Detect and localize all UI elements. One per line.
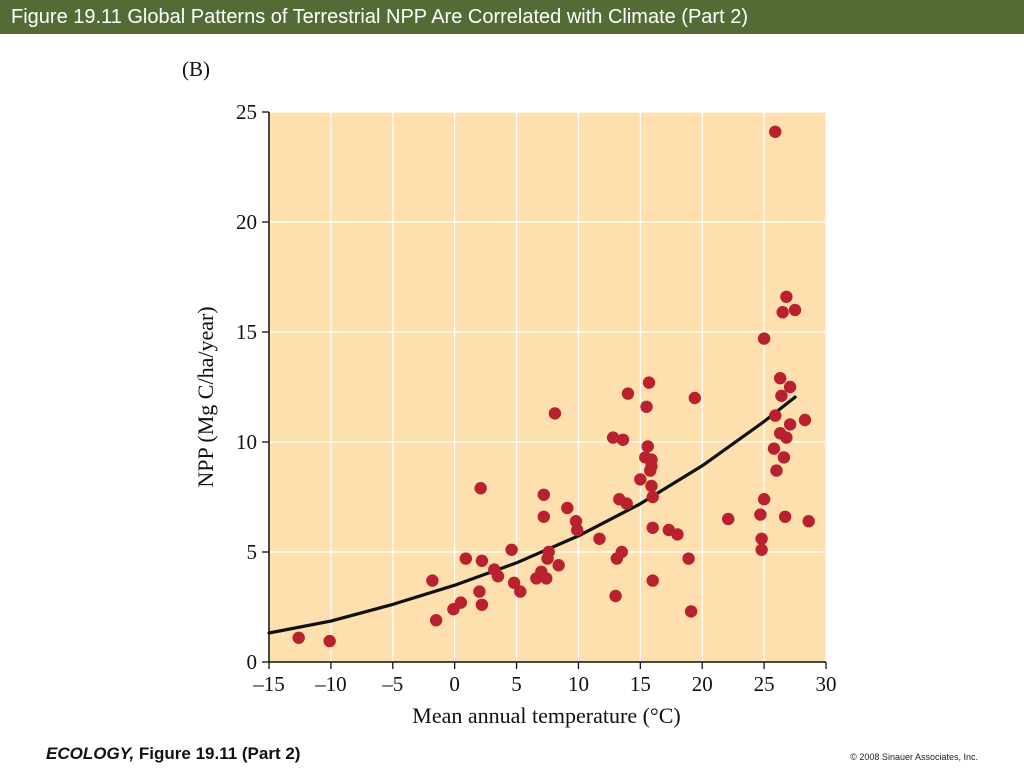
data-point	[646, 574, 659, 587]
x-tick-label: 0	[449, 672, 460, 696]
x-tick-label: 30	[816, 672, 837, 696]
data-point	[552, 559, 565, 572]
x-tick-label: 5	[511, 672, 522, 696]
data-point	[454, 596, 468, 609]
data-point	[722, 512, 735, 526]
data-point	[798, 413, 812, 427]
data-point	[767, 442, 781, 455]
page-title: Figure 19.11 Global Patterns of Terrestr…	[11, 6, 748, 28]
data-point	[646, 490, 659, 504]
x-axis-label: Mean annual temperature (°C)	[412, 703, 680, 728]
data-point	[593, 532, 606, 545]
data-point	[634, 473, 647, 486]
data-point	[505, 543, 518, 556]
data-point	[645, 479, 658, 493]
title-bar	[0, 0, 1024, 34]
data-point	[615, 545, 628, 559]
footer-copyright: © 2008 Sinauer Associates, Inc.	[850, 752, 978, 762]
data-point	[537, 510, 550, 523]
data-point	[640, 400, 653, 413]
data-point	[616, 433, 630, 446]
data-point	[621, 387, 635, 400]
footer-book: ECOLOGY,	[46, 744, 135, 763]
data-point	[646, 521, 659, 534]
data-point	[777, 451, 791, 464]
x-tick-label: 25	[754, 672, 775, 696]
data-point	[645, 460, 658, 473]
data-point	[757, 332, 771, 345]
data-point	[474, 482, 487, 495]
data-point	[802, 515, 815, 528]
x-tick-label: 10	[568, 672, 589, 696]
data-point	[754, 508, 767, 521]
data-point	[780, 290, 793, 303]
data-point	[537, 488, 550, 501]
data-point	[514, 585, 527, 598]
data-point	[426, 574, 439, 587]
data-point	[540, 572, 553, 585]
data-point	[688, 391, 701, 405]
data-point	[774, 372, 787, 385]
data-point	[491, 570, 505, 583]
data-point	[641, 440, 654, 453]
data-point	[292, 631, 305, 644]
data-point	[788, 303, 802, 317]
data-point	[783, 418, 797, 431]
data-point	[770, 464, 783, 477]
data-point	[642, 376, 656, 389]
y-tick-label: 15	[236, 320, 257, 344]
y-tick-label: 0	[247, 650, 258, 674]
x-tick-label: 15	[630, 672, 651, 696]
panel-label: (B)	[182, 57, 210, 81]
data-point	[769, 409, 782, 422]
x-tick-label: –15	[252, 672, 285, 696]
plot-area	[269, 112, 826, 662]
data-point	[473, 585, 486, 598]
data-point	[783, 380, 797, 394]
data-point	[620, 497, 633, 510]
data-point	[323, 634, 336, 648]
data-point	[757, 493, 771, 506]
data-point	[459, 552, 473, 565]
data-point	[542, 545, 555, 559]
y-tick-label: 20	[236, 210, 257, 234]
data-point	[429, 614, 443, 627]
data-point	[609, 589, 622, 603]
x-tick-label: –10	[314, 672, 347, 696]
data-point	[755, 543, 768, 556]
y-tick-label: 10	[236, 430, 257, 454]
data-point	[475, 554, 489, 567]
data-point	[776, 306, 789, 319]
data-point	[769, 125, 782, 138]
data-point	[475, 598, 489, 611]
data-point	[507, 576, 521, 589]
data-point	[755, 532, 768, 545]
y-tick-label: 5	[247, 540, 258, 564]
x-tick-label: –5	[381, 672, 403, 696]
y-tick-label: 25	[236, 100, 257, 124]
y-axis-label: NPP (Mg C/ha/year)	[193, 306, 218, 487]
data-point	[780, 431, 793, 444]
footer-citation: ECOLOGY, Figure 19.11 (Part 2)	[46, 744, 300, 764]
data-point	[682, 552, 695, 565]
footer-figure: Figure 19.11 (Part 2)	[134, 744, 301, 763]
data-point	[571, 523, 584, 537]
data-point	[775, 389, 788, 402]
data-point	[561, 501, 574, 515]
x-tick-label: 20	[692, 672, 713, 696]
data-point	[606, 431, 620, 444]
data-point	[684, 605, 698, 618]
data-point	[548, 407, 562, 420]
data-point	[778, 510, 792, 523]
data-point	[671, 528, 684, 541]
